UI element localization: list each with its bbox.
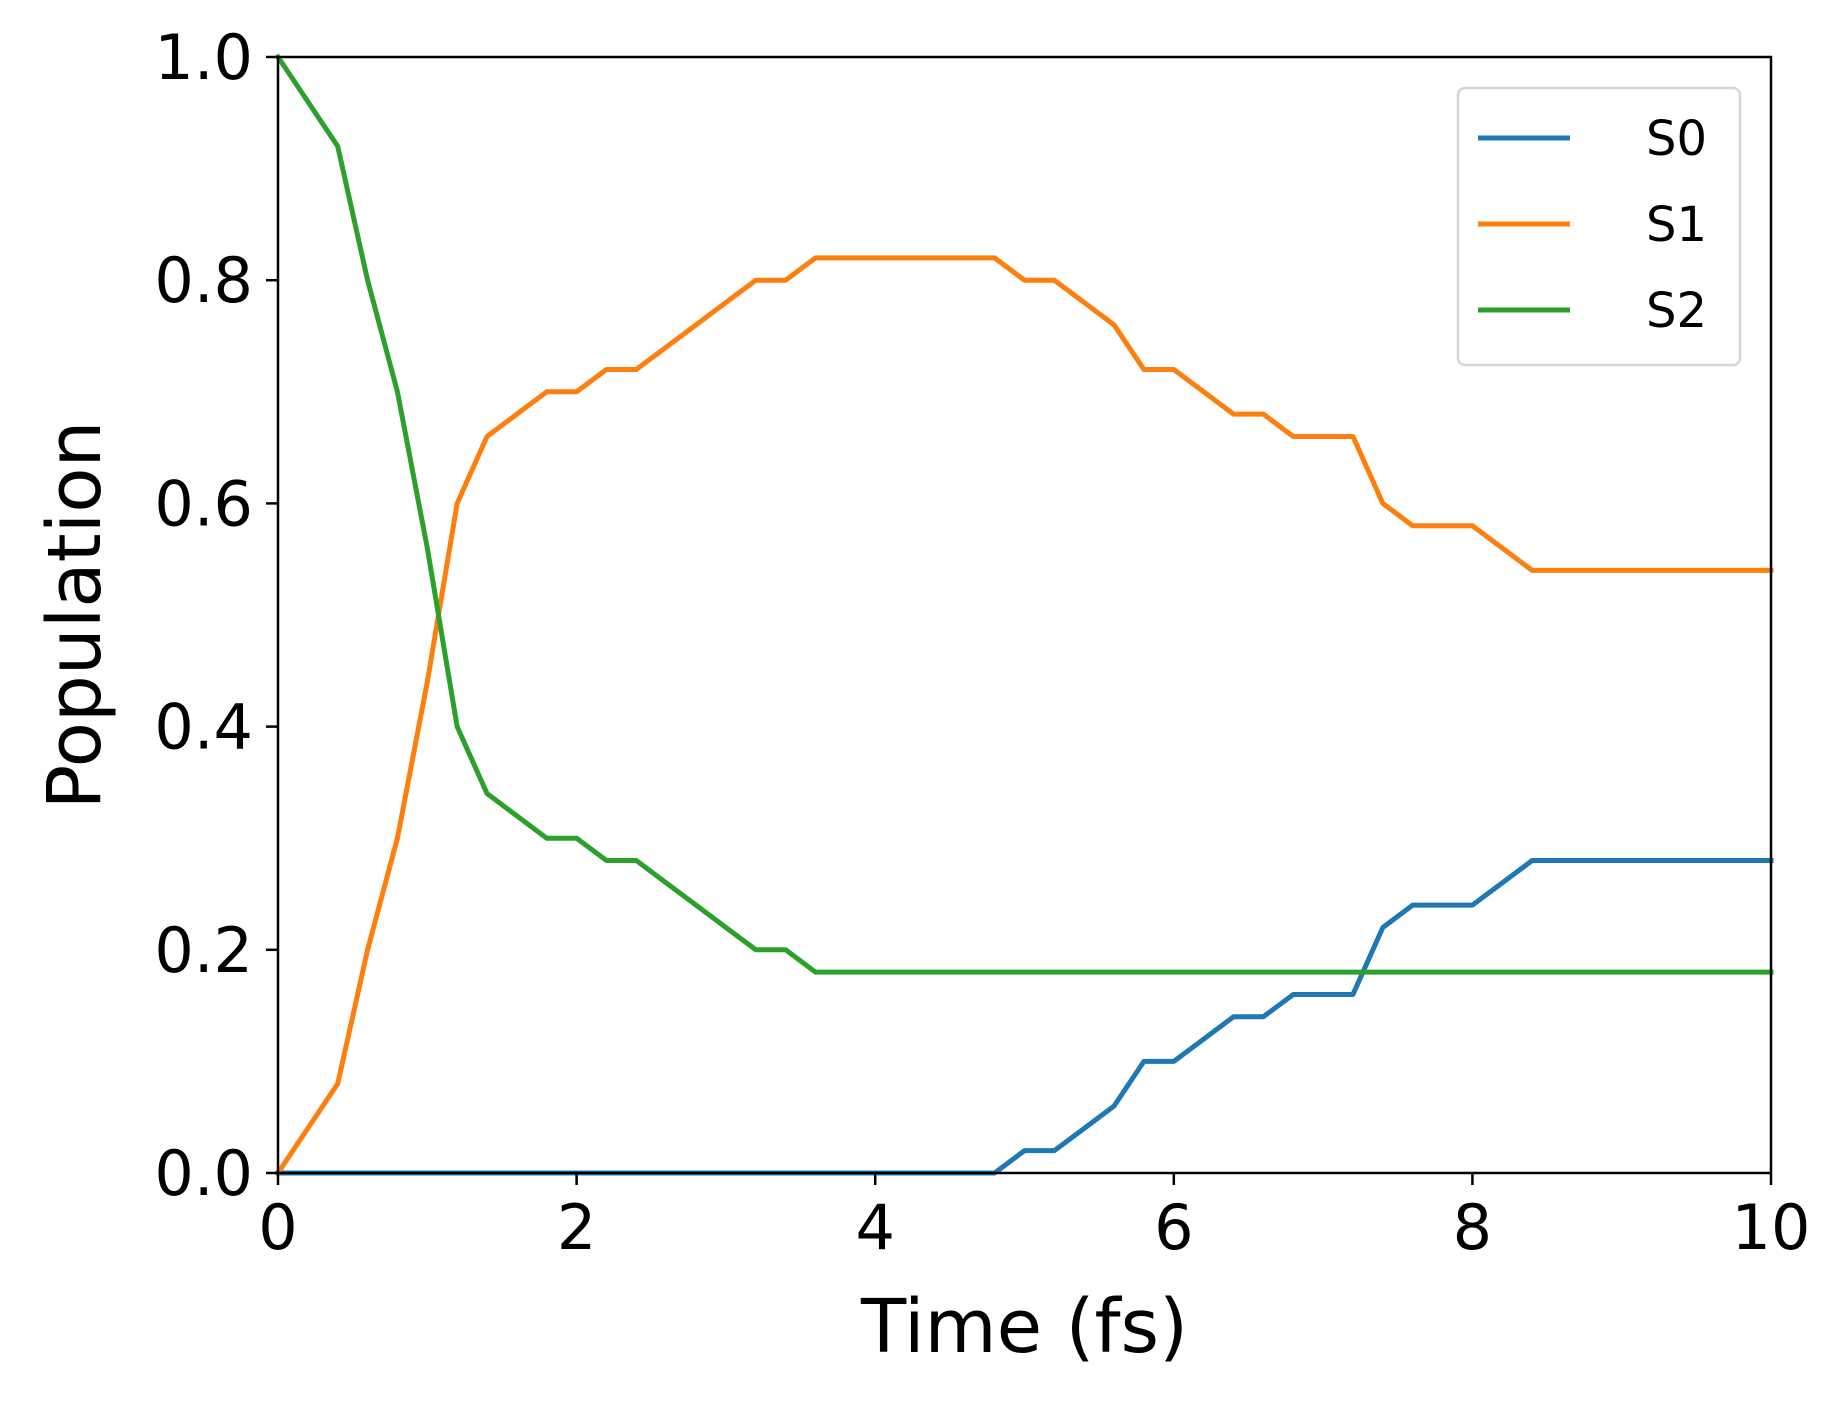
x-tick-label: 10: [1732, 1191, 1811, 1264]
y-tick-label: 0.0: [154, 1137, 253, 1210]
x-axis-title: Time (fs): [860, 1284, 1188, 1370]
x-tick-label: 2: [557, 1191, 596, 1264]
legend-box: [1456, 86, 1742, 367]
legend-label-s2: S2: [1646, 283, 1707, 339]
y-axis-title: Population: [32, 421, 118, 810]
x-tick-label: 4: [855, 1191, 894, 1264]
series-line-s2: [274, 53, 1774, 975]
x-tick-label: 0: [258, 1191, 297, 1264]
series-line-s0: [275, 858, 1774, 1176]
y-tick-label: 0.2: [154, 914, 253, 987]
plot-frame: [276, 55, 1773, 1175]
y-tick-label: 0.6: [154, 467, 253, 540]
x-tick-label: 8: [1453, 1191, 1492, 1264]
y-tick-label: 1.0: [154, 21, 253, 94]
series-line-s1: [274, 255, 1774, 1177]
legend: S0 S1 S2: [1456, 86, 1742, 367]
y-tick-label: 0.8: [154, 244, 253, 317]
legend-label-s1: S1: [1646, 197, 1707, 253]
x-tick-label: 6: [1154, 1191, 1193, 1264]
ticks-layer: 0 2 4 6 8 10 0.0 0.2 0.4 0.6 0.8 1.0: [154, 21, 1810, 1264]
legend-label-s0: S0: [1646, 111, 1707, 167]
y-tick-label: 0.4: [154, 691, 253, 764]
